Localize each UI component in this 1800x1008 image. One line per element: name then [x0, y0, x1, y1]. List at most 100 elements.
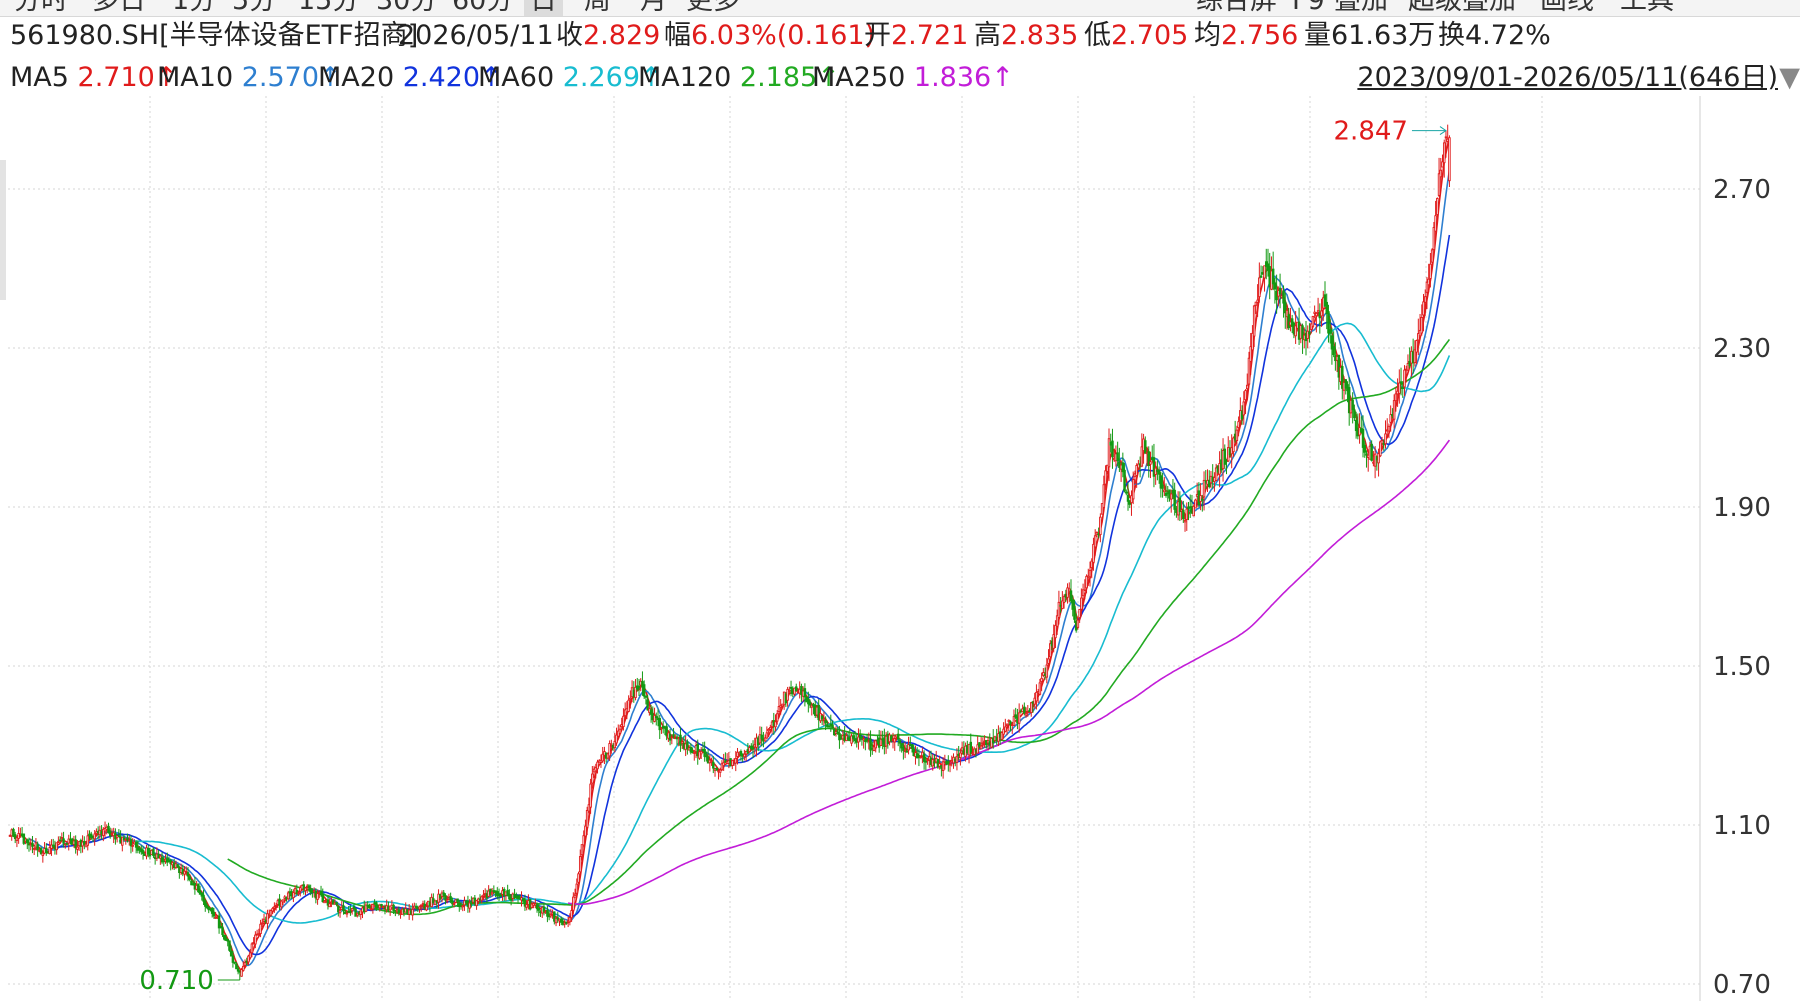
candle-body-495 — [864, 739, 867, 743]
candle-body-761 — [1323, 294, 1327, 307]
period-tab-3[interactable]: 5分 — [232, 0, 277, 16]
candle-body-718 — [1249, 346, 1252, 362]
candle-316 — [554, 917, 558, 927]
candle-299 — [525, 899, 528, 911]
toolbar-item-4[interactable]: 画线 — [1540, 0, 1594, 16]
high-arrowhead-icon — [1439, 126, 1447, 135]
candle-body-601 — [1047, 658, 1050, 664]
ma-line-ma10 — [28, 170, 1451, 967]
candle-438 — [765, 726, 769, 739]
candle-body-825 — [1434, 215, 1437, 232]
candle-body-440 — [769, 727, 772, 730]
candle-501 — [874, 739, 877, 753]
candle-body-794 — [1380, 440, 1384, 445]
candle-66 — [122, 834, 126, 841]
candle-498 — [869, 730, 872, 757]
candle-body-403 — [705, 755, 708, 758]
candle-123 — [221, 922, 224, 938]
candle-681 — [1185, 502, 1189, 531]
dropdown-triangle-icon[interactable]: ▼ — [1779, 62, 1800, 93]
candle-792 — [1377, 448, 1380, 477]
candle-686 — [1194, 498, 1197, 509]
candle-794 — [1380, 436, 1384, 451]
candle-764 — [1328, 318, 1332, 344]
candle-635 — [1106, 464, 1109, 475]
candle-476 — [831, 720, 834, 729]
candle-body-826 — [1436, 198, 1439, 215]
candle-body-802 — [1394, 393, 1398, 402]
candle-582 — [1014, 707, 1017, 720]
candle-793 — [1379, 440, 1382, 458]
toolbar-item-0[interactable]: 综合屏 — [1196, 0, 1277, 16]
toolbar-item-5[interactable]: 工具 — [1620, 0, 1674, 16]
candle-614 — [1069, 579, 1073, 603]
candle-222 — [392, 903, 395, 915]
candle-body-703 — [1223, 448, 1227, 465]
candle-660 — [1149, 451, 1152, 479]
candle-body-578 — [1007, 719, 1011, 723]
left-scroll-handle[interactable] — [0, 160, 6, 300]
candle-666 — [1159, 471, 1163, 498]
candle-body-138 — [247, 955, 250, 963]
candle-233 — [411, 903, 414, 921]
period-tab-2[interactable]: 1分 — [172, 0, 217, 16]
candle-579 — [1009, 720, 1012, 732]
toolbar-item-2[interactable]: 叠加 — [1334, 0, 1388, 16]
candle-210 — [371, 903, 375, 914]
kline-chart[interactable]: 0.70 1.10 1.50 1.90 2.30 2.70 2.847 0.710 — [0, 96, 1800, 1008]
candle-body-13 — [31, 842, 34, 847]
candle-392 — [686, 739, 689, 755]
candle-677 — [1178, 491, 1182, 522]
candle-319 — [559, 916, 563, 926]
candle-body-87 — [159, 855, 162, 859]
candle-body-527 — [919, 756, 922, 759]
candle-487 — [850, 733, 853, 747]
candle-body-677 — [1178, 497, 1182, 513]
period-tab-10[interactable]: 更多 — [686, 0, 740, 16]
date-range-selector[interactable]: 2023/09/01-2026/05/11(646日) — [1357, 62, 1778, 93]
period-tab-0[interactable]: 分时 — [14, 0, 68, 16]
candle-574 — [1000, 731, 1004, 741]
candle-body-388 — [679, 734, 682, 746]
candle-263 — [463, 896, 466, 911]
candle-body-472 — [824, 720, 827, 724]
candle-body-613 — [1068, 588, 1071, 592]
period-tab-1[interactable]: 多日 — [92, 0, 146, 16]
candle-721 — [1254, 301, 1258, 314]
candle-818 — [1422, 293, 1425, 332]
candle-751 — [1306, 325, 1309, 349]
period-tab-5[interactable]: 30分 — [376, 0, 438, 16]
period-tab-6[interactable]: 60分 — [452, 0, 514, 16]
candle-body-252 — [444, 895, 447, 901]
candle-body-819 — [1423, 296, 1427, 303]
candle-744 — [1294, 311, 1297, 344]
candle-829 — [1441, 154, 1444, 168]
candle-667 — [1161, 472, 1164, 498]
candle-body-792 — [1377, 453, 1380, 464]
candle-504 — [879, 730, 883, 746]
candle-23 — [48, 841, 51, 855]
candle-47 — [89, 831, 93, 840]
candle-103 — [186, 866, 190, 882]
candle-body-315 — [553, 911, 556, 922]
candle-body-199 — [352, 906, 356, 910]
candle-body-215 — [380, 903, 383, 907]
candle-735 — [1278, 273, 1282, 309]
period-tab-8[interactable]: 周 — [584, 0, 611, 16]
candle-464 — [810, 704, 814, 716]
period-tab-9[interactable]: 月 — [640, 0, 667, 16]
period-tab-7[interactable]: 日 — [524, 0, 563, 16]
candle-body-145 — [259, 923, 262, 934]
candle-609 — [1061, 591, 1064, 609]
candle-body-63 — [117, 835, 121, 838]
candle-402 — [703, 741, 706, 762]
candle-801 — [1392, 394, 1396, 429]
candle-body-807 — [1403, 369, 1406, 388]
period-tab-4[interactable]: 15分 — [298, 0, 360, 16]
candle-68 — [126, 833, 129, 843]
toolbar-item-3[interactable]: 超级叠加 — [1408, 0, 1516, 16]
toolbar-item-1[interactable]: F9 — [1292, 0, 1325, 16]
candle-359 — [629, 690, 632, 709]
candle-821 — [1427, 263, 1430, 293]
candle-body-731 — [1271, 268, 1275, 285]
